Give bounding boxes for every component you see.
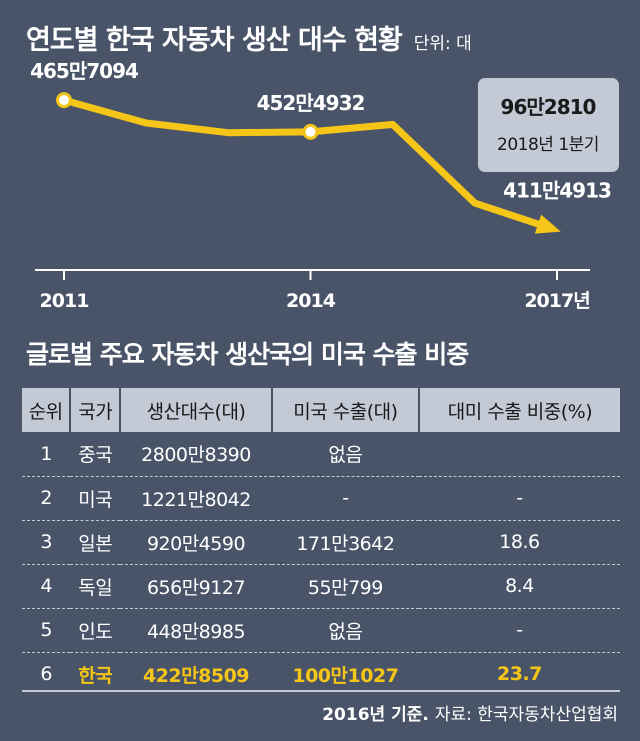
footer-basis: 2016년 기준. — [322, 705, 429, 725]
table-row: 6 한국 422만8509 100만1027 23.7 — [22, 652, 620, 696]
cell-us-share: - — [418, 608, 620, 653]
x-tick-label: 2017년 — [524, 290, 589, 312]
cell-us-export: 171만3642 — [271, 520, 419, 565]
callout-caption: 2018년 1분기 — [497, 135, 599, 155]
callout-value: 96만2810 — [501, 95, 596, 119]
cell-country: 독일 — [70, 564, 121, 609]
callout-box — [478, 78, 619, 172]
table-row: 5 인도 448만8985 없음 - — [22, 608, 620, 653]
cell-rank: 1 — [22, 432, 71, 477]
line-chart: 2011 2014 2017년 465만7094 452만4932 411만4913 96만… — [30, 60, 619, 312]
cell-country: 미국 — [70, 476, 121, 521]
cell-us-share: - — [418, 476, 620, 521]
col-header-country: 국가 — [69, 388, 121, 432]
chart-title: 연도별 한국 자동차 생산 대수 현황 — [26, 25, 403, 56]
data-point — [302, 123, 319, 140]
col-header-us-share: 대미 수출 비중(%) — [417, 388, 620, 432]
x-tick-label: 2011 — [40, 290, 89, 312]
table-title: 글로벌 주요 자동차 생산국의 미국 수출 비중 — [26, 340, 469, 369]
footer: 2016년 기준. 자료: 한국자동차산업협회 — [322, 700, 618, 725]
cell-us-export: 없음 — [271, 608, 419, 653]
cell-production: 422만8509 — [142, 664, 250, 687]
series-arrowhead — [534, 214, 561, 234]
data-point — [56, 92, 72, 109]
data-label: 452만4932 — [257, 91, 365, 115]
cell-country: 인도 — [70, 608, 121, 653]
cell-country: 한국 — [78, 664, 113, 687]
cell-rank: 4 — [22, 564, 71, 609]
col-header-production: 생산대수(대) — [119, 388, 272, 432]
export-table: 순위 국가 생산대수(대) 미국 수출(대) 대미 수출 비중(%) 1 중국 28… — [22, 388, 620, 696]
table-row: 3 일본 920만4590 171만3642 18.6 — [22, 520, 620, 565]
data-label: 465만7094 — [30, 60, 138, 83]
table-header-row: 순위 국가 생산대수(대) 미국 수출(대) 대미 수출 비중(%) — [22, 388, 620, 432]
cell-us-export: 55만799 — [271, 564, 419, 609]
table-row: 4 독일 656만9127 55만799 8.4 — [22, 564, 620, 609]
cell-country: 중국 — [70, 432, 121, 477]
cell-production: 920만4590 — [120, 520, 272, 565]
cell-us-share: 18.6 — [418, 520, 620, 565]
cell-us-share: 23.7 — [497, 663, 542, 686]
col-header-rank: 순위 — [22, 388, 71, 432]
cell-production: 656만9127 — [120, 564, 272, 609]
col-header-us-export: 미국 수출(대) — [270, 388, 419, 432]
cell-us-share — [418, 432, 620, 477]
cell-production: 1221만8042 — [120, 476, 272, 521]
cell-production: 448만8985 — [120, 608, 272, 653]
header: 연도별 한국 자동차 생산 대수 현황 단위: 대 — [26, 18, 472, 57]
cell-rank: 2 — [22, 476, 71, 521]
series-line — [63, 96, 545, 230]
cell-production: 2800만8390 — [120, 432, 272, 477]
cell-us-share: 8.4 — [418, 564, 620, 609]
cell-us-export: 100만1027 — [292, 664, 399, 687]
cell-us-export: - — [271, 476, 419, 521]
footer-source: 자료: 한국자동차산업협회 — [434, 705, 618, 725]
cell-rank: 3 — [22, 520, 71, 565]
cell-country: 일본 — [70, 520, 121, 565]
cell-us-export: 없음 — [271, 432, 419, 477]
data-label: 411만4913 — [503, 178, 611, 202]
unit-label: 단위: 대 — [413, 34, 472, 54]
cell-rank: 6 — [40, 663, 52, 686]
footer-divider — [22, 690, 620, 692]
table-row: 1 중국 2800만8390 없음 — [22, 432, 620, 477]
x-tick-label: 2014 — [286, 290, 336, 312]
cell-rank: 5 — [22, 608, 71, 653]
table-row: 2 미국 1221만8042- - — [22, 476, 620, 521]
